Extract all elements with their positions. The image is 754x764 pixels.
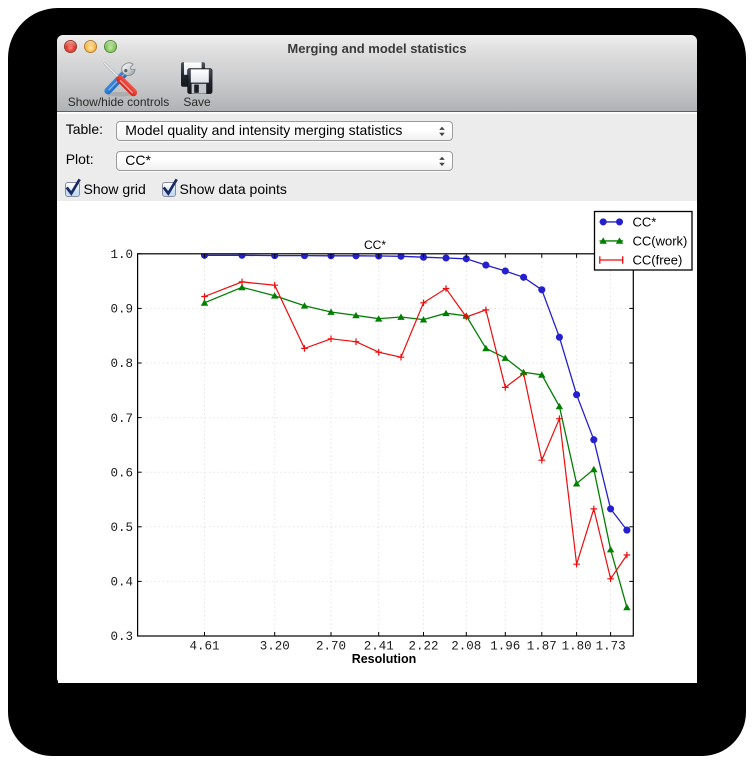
svg-text:1.80: 1.80	[562, 640, 592, 654]
svg-text:1.0: 1.0	[110, 248, 133, 262]
svg-text:1.73: 1.73	[596, 640, 626, 654]
svg-text:2.41: 2.41	[364, 640, 394, 654]
svg-text:Resolution: Resolution	[352, 652, 417, 666]
svg-text:0.9: 0.9	[110, 303, 133, 317]
svg-text:1.96: 1.96	[490, 640, 520, 654]
svg-text:0.3: 0.3	[110, 630, 133, 644]
svg-text:0.4: 0.4	[110, 576, 133, 590]
svg-text:2.22: 2.22	[408, 640, 438, 654]
svg-text:CC(work): CC(work)	[633, 233, 688, 248]
svg-text:0.6: 0.6	[110, 466, 133, 480]
svg-text:0.7: 0.7	[110, 412, 133, 426]
svg-text:CC*: CC*	[364, 238, 386, 252]
svg-text:1.87: 1.87	[527, 640, 557, 654]
svg-text:0.5: 0.5	[110, 521, 133, 535]
svg-text:CC(free): CC(free)	[633, 253, 683, 268]
svg-text:4.61: 4.61	[189, 640, 219, 654]
svg-text:2.08: 2.08	[451, 640, 481, 654]
svg-text:CC*: CC*	[633, 214, 657, 229]
svg-text:0.8: 0.8	[110, 357, 133, 371]
svg-text:3.20: 3.20	[260, 640, 290, 654]
svg-text:2.70: 2.70	[316, 640, 346, 654]
